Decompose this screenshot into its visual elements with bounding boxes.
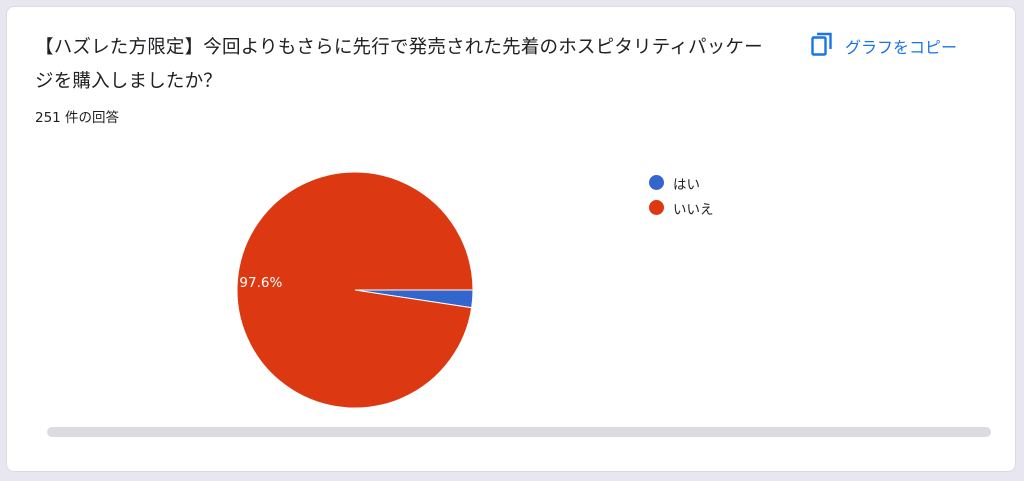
- legend-item-yes: はい: [649, 170, 714, 195]
- response-count: 251 件の回答: [35, 110, 120, 126]
- question-title: 【ハズレた方限定】今回よりもさらに先行で発売された先着のホスピタリティパッケージ…: [35, 37, 763, 92]
- legend-item-no: いいえ: [649, 195, 714, 220]
- horizontal-scrollbar[interactable]: [47, 427, 991, 437]
- legend-label-no: いいえ: [673, 201, 714, 218]
- legend-swatch-no: [649, 200, 664, 215]
- chart-legend: はい いいえ: [649, 170, 714, 220]
- pie-chart: 97.6%: [236, 171, 474, 409]
- legend-swatch-yes: [649, 175, 664, 190]
- copy-icon: [811, 32, 845, 60]
- pie-slice-no: [236, 171, 474, 409]
- pie-data-label: 97.6%: [239, 275, 282, 291]
- legend-label-yes: はい: [673, 176, 700, 193]
- chart-card: 【ハズレた方限定】今回よりもさらに先行で発売された先着のホスピタリティパッケージ…: [6, 6, 1016, 472]
- copy-chart-label: グラフをコピー: [845, 38, 958, 57]
- copy-chart-button[interactable]: グラフをコピー: [811, 29, 957, 63]
